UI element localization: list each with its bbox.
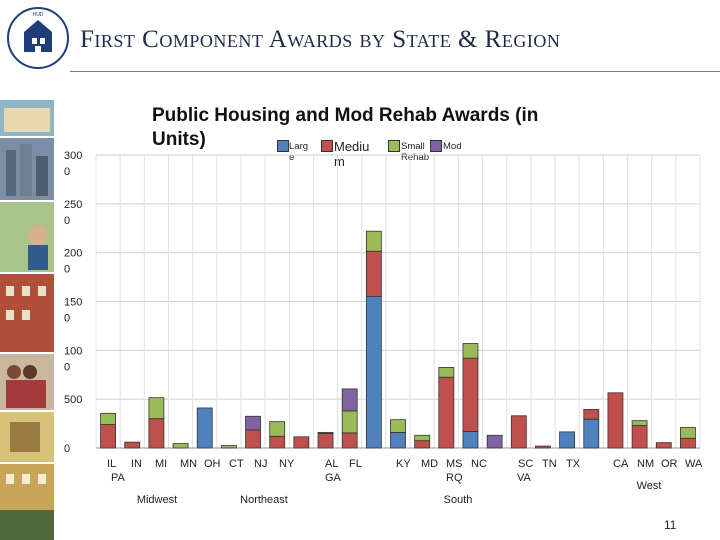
legend-label-small-rehab: Small Rehab [401,141,429,163]
category-label: MN [180,458,197,470]
bar-segment-medium [148,418,165,449]
bar-segment-small [100,412,116,425]
category-label: MD [421,458,438,470]
bar-segment-medium [245,429,261,449]
bar-segment-medium [269,435,286,449]
bar-segment-small [317,431,334,434]
photo-strip [0,100,54,540]
bar-segment-small [438,367,455,378]
category-label: NJ [254,458,267,470]
y-tick-label: 150 0 [64,297,82,325]
y-tick-label: 100 0 [64,345,82,373]
bar-segment-mod [341,388,358,412]
bar-segment-small [269,421,286,437]
legend-swatch-large [277,140,289,152]
bar-segment-medium [341,432,358,449]
bar-segment-medium [124,441,141,449]
bar-segment-small [680,427,696,439]
bar-segment-small [148,397,165,420]
bar-segment-medium [535,445,551,449]
category-label: KY [396,458,411,470]
bar-segment-small [462,343,479,359]
region-label: Northeast [240,494,288,506]
bar-segment-small [172,443,189,449]
category-label: MI [155,458,167,470]
category-label: NM [637,458,654,470]
slide-title: First Component Awards by State & Region [80,26,561,53]
category-label: MS [446,458,463,470]
y-tick-label: 200 0 [64,248,82,276]
y-tick-label: 500 [64,394,82,406]
bar-segment-mod [245,415,261,431]
y-tick-label: 300 0 [64,150,82,178]
category-label: VA [517,472,532,484]
category-label: RQ [446,472,463,484]
y-tick-label: 250 0 [64,199,82,227]
category-label: CT [229,458,244,470]
legend-label-medium: Mediu m [334,139,370,169]
bar-segment-small [220,445,237,449]
bar-segment-large [583,418,600,449]
category-label: NY [279,458,295,470]
legend-swatch-small-rehab [388,140,400,152]
category-label: IL [107,458,116,470]
region-label: South [444,494,473,506]
hud-logo: HUD [6,6,70,70]
category-label: NC [471,458,487,470]
y-tick-label: 0 [64,443,70,455]
bar-segment-medium [317,432,334,449]
svg-text:HUD: HUD [33,12,44,18]
bar-segment-medium [631,425,648,449]
bar-segment-medium [100,424,116,449]
category-label: TX [566,458,581,470]
category-label: FL [349,458,362,470]
bar-segment-mod [486,434,503,449]
legend-swatch-mod [430,140,442,152]
page-number: 11 [664,518,677,532]
housing-photos-image [0,100,54,540]
category-label: TN [542,458,557,470]
bar-segment-small [414,434,431,442]
category-label: WA [685,458,703,470]
bar-segment-medium [462,357,479,432]
bar-segment-medium [293,436,310,449]
region-label: West [637,480,662,492]
category-label: AL [325,458,338,470]
title-divider [70,71,720,72]
hud-seal-icon: HUD [7,7,69,69]
category-label: SC [518,458,533,470]
bar-segment-small [631,420,648,426]
bar-segment-large [196,407,213,449]
bar-segment-large [559,431,576,449]
bar-segment-small [341,410,358,434]
bar-segment-medium [365,250,382,298]
legend-label-mod: Mod [443,141,462,152]
category-label: PA [111,472,126,484]
bar-segment-medium [438,376,455,449]
category-label: IN [131,458,142,470]
bar-segment-medium [680,437,696,449]
category-label: GA [325,472,342,484]
category-label: CA [613,458,629,470]
bar-segment-large [462,430,479,449]
bar-segment-medium [583,409,600,420]
bar-segment-large [365,296,382,449]
legend-label-large: Larg e [289,141,309,163]
category-label: OH [204,458,221,470]
bar-segment-medium [607,392,624,449]
bar-segment-medium [510,415,527,449]
bar-segment-medium [655,442,672,449]
bar-segment-large [390,431,406,449]
region-label: Midwest [137,494,177,506]
category-label: OR [661,458,678,470]
bar-segment-medium [414,440,431,449]
bar-segment-small [365,230,382,252]
bar-segment-small [390,419,406,433]
chart-title: Public Housing and Mod Rehab Awards (in … [152,105,539,150]
legend-swatch-medium [321,140,333,152]
